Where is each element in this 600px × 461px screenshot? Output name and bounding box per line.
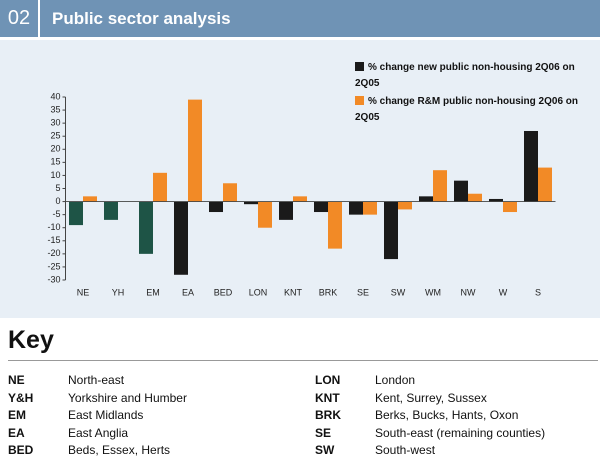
legend-item: % change R&M public non-housing 2Q06 on … — [355, 94, 595, 126]
bar — [524, 130, 538, 202]
key-abbr: KNT — [315, 390, 340, 405]
key-rule — [8, 360, 598, 361]
chart-area: 40 35 30 25 20 15 10 5 0 -5 -10 -15 -20 -25 -30 NE YH EM E… — [0, 40, 600, 318]
bar — [398, 201, 412, 210]
y-tick-label: 10 — [50, 170, 60, 180]
key-abbr: LON — [315, 373, 341, 387]
bar — [223, 183, 237, 202]
bar — [258, 201, 272, 228]
bar — [104, 201, 118, 220]
x-tick-label: EM — [146, 287, 160, 297]
section-number: 02 — [0, 0, 40, 37]
x-tick-label: YH — [112, 287, 125, 297]
key-desc: North-east — [68, 373, 125, 387]
y-tick-label: 40 — [50, 91, 60, 101]
y-tick-label: -10 — [47, 222, 60, 232]
key-abbr: EA — [8, 425, 25, 440]
bar — [419, 196, 433, 202]
key-abbr: NE — [8, 373, 25, 387]
y-tick-label: 5 — [55, 183, 60, 193]
x-tick-label: SW — [391, 287, 406, 297]
bar — [503, 201, 517, 213]
bar — [433, 170, 447, 202]
legend-label: % change R&M public non-housing 2Q06 on … — [355, 96, 579, 123]
y-tick-label: 0 — [55, 196, 60, 206]
legend-swatch — [355, 96, 364, 105]
key-abbr: SW — [315, 443, 335, 457]
x-tick-label: W — [499, 287, 508, 297]
y-tick-label: 35 — [50, 104, 60, 114]
bar — [174, 201, 188, 275]
y-tick-label: 25 — [50, 131, 60, 141]
key-desc: Yorkshire and Humber — [68, 390, 187, 405]
key-abbr: SE — [315, 425, 332, 440]
x-tick-label: BRK — [319, 287, 338, 297]
y-tick-label: -30 — [47, 274, 60, 284]
bar — [468, 193, 482, 202]
key-desc: South-east (remaining counties) — [375, 425, 546, 440]
y-tick-label: 30 — [50, 118, 60, 128]
key-abbr: BED — [8, 443, 34, 457]
key-desc: Kent, Surrey, Sussex — [375, 390, 487, 405]
legend-item: % change new public non-housing 2Q06 on … — [355, 60, 595, 92]
bar — [454, 180, 468, 202]
legend-swatch — [355, 62, 364, 71]
x-tick-label: NE — [77, 287, 90, 297]
x-tick-label: SE — [357, 287, 369, 297]
chart: 40 35 30 25 20 15 10 5 0 -5 -10 -15 -20 -25 -30 NE YH EM E… — [47, 91, 556, 297]
key-desc: Berks, Bucks, Hants, Oxon — [375, 408, 519, 422]
header: 02 Public sector analysis — [0, 0, 600, 37]
x-tick-label: NW — [461, 287, 476, 297]
key-title: Key — [8, 326, 54, 354]
x-tick-label: EA — [182, 287, 194, 297]
x-tick-label: BED — [214, 287, 233, 297]
bar — [293, 196, 307, 202]
key-desc: South-west — [375, 443, 436, 457]
bar — [153, 172, 167, 202]
key-desc: East Anglia — [68, 425, 129, 440]
bar — [384, 201, 398, 260]
bar — [349, 201, 363, 215]
x-tick-label: WM — [425, 287, 441, 297]
bar — [188, 99, 202, 202]
y-tick-label: 15 — [50, 157, 60, 167]
bar — [83, 196, 97, 202]
section-title: Public sector analysis — [52, 9, 231, 28]
bar — [314, 201, 328, 213]
bar — [209, 201, 223, 213]
bar — [328, 201, 342, 249]
y-tick-label: -20 — [47, 248, 60, 258]
key-desc: Beds, Essex, Herts — [68, 443, 171, 457]
y-tick-label: -15 — [47, 235, 60, 245]
key-desc: London — [375, 373, 416, 387]
key-abbr: Y&H — [8, 390, 34, 405]
x-tick-label: KNT — [284, 287, 303, 297]
y-tick-label: 20 — [50, 144, 60, 154]
y-tick-label: -25 — [47, 261, 60, 271]
bar — [69, 201, 83, 226]
key-abbr: BRK — [315, 408, 341, 422]
bar — [538, 167, 552, 202]
bar — [139, 201, 153, 254]
key-abbr: EM — [8, 408, 26, 422]
bar — [244, 201, 258, 205]
x-tick-label: LON — [249, 287, 268, 297]
y-tick-label: -5 — [52, 209, 60, 219]
bar — [279, 201, 293, 220]
bar — [489, 198, 503, 202]
x-tick-label: S — [535, 287, 541, 297]
bar — [363, 201, 377, 215]
key-desc: East Midlands — [68, 408, 144, 422]
legend-label: % change new public non-housing 2Q06 on … — [355, 62, 575, 89]
